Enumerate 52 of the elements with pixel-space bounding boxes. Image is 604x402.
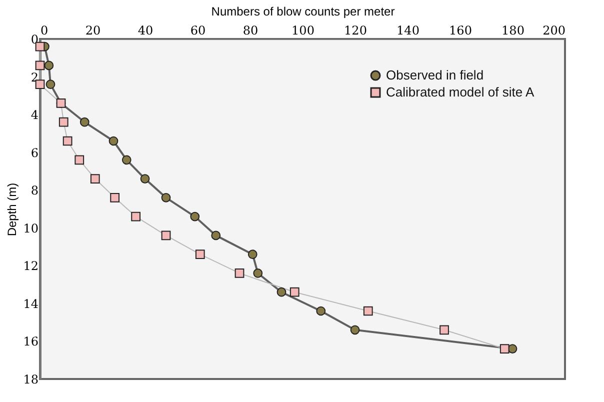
point <box>234 268 244 278</box>
x-tick-label: 180 <box>502 24 524 38</box>
y-tick-label: 6 <box>30 146 38 160</box>
x-tick-label: 100 <box>292 24 314 38</box>
x-tick-label: 0 <box>40 24 48 38</box>
point <box>140 174 150 184</box>
x-tick-label: 40 <box>138 24 154 38</box>
point <box>248 250 258 260</box>
point <box>46 80 56 90</box>
point <box>110 192 120 202</box>
point <box>35 80 45 90</box>
x-tick-label: 200 <box>542 24 566 38</box>
point <box>108 136 118 146</box>
point <box>500 344 510 354</box>
x-tick-label: 80 <box>242 24 258 38</box>
point <box>62 136 72 146</box>
y-tick-label: 10 <box>23 221 38 236</box>
point <box>58 117 68 127</box>
point <box>90 174 100 184</box>
point <box>74 155 84 165</box>
point <box>350 325 360 335</box>
x-tick-label: 60 <box>190 24 206 38</box>
point <box>363 306 373 316</box>
x-tick-label: 160 <box>449 24 472 38</box>
y-tick-label: 4 <box>30 108 39 122</box>
y-tick-label: 14 <box>23 296 39 311</box>
point <box>80 117 90 127</box>
point <box>276 287 286 297</box>
point <box>35 60 45 70</box>
point <box>290 287 300 297</box>
legend-label: Calibrated model of site A <box>386 84 534 100</box>
x-tick-label: 20 <box>85 24 101 38</box>
point <box>161 230 171 240</box>
point <box>195 250 205 260</box>
x-tick-label: 120 <box>344 24 367 38</box>
point <box>253 268 263 278</box>
x-tick-label: 140 <box>396 24 420 38</box>
point <box>316 306 326 316</box>
y-tick-label: 8 <box>30 184 38 198</box>
point <box>44 60 54 70</box>
point <box>211 230 221 240</box>
y-tick-label: 16 <box>23 334 38 349</box>
y-axis-title: Depth (m) <box>5 182 20 236</box>
y-tick-label: 18 <box>23 372 38 386</box>
point <box>122 155 132 165</box>
point <box>131 212 140 222</box>
legend-label: Observed in field <box>386 68 484 82</box>
x-axis-title: Numbers of blow counts per meter <box>211 4 395 18</box>
point <box>190 212 200 222</box>
y-tick-label: 12 <box>23 259 38 274</box>
point <box>440 325 449 335</box>
point <box>161 192 171 202</box>
